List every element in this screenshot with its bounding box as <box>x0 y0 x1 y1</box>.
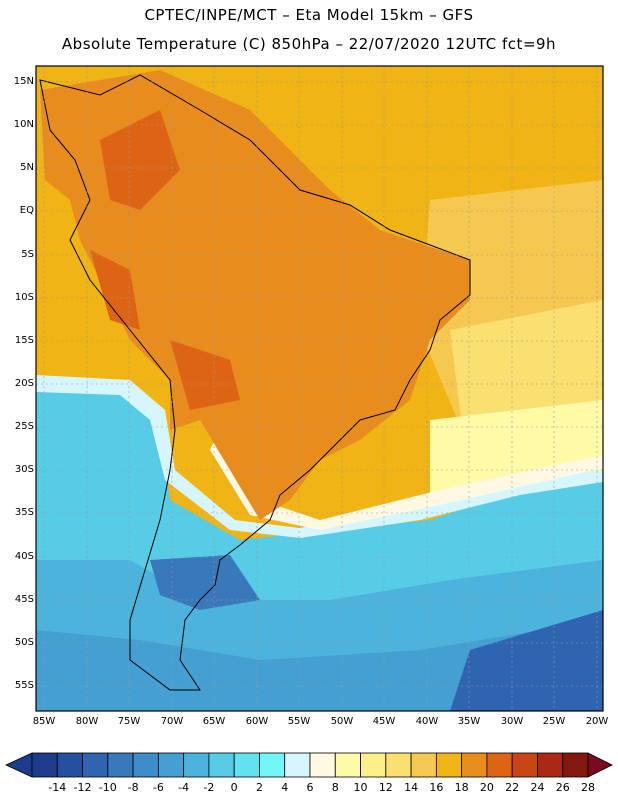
lon-label: 35W <box>457 716 481 727</box>
lon-label: 45W <box>372 716 396 727</box>
coastline <box>39 74 471 691</box>
colorbar-bin <box>107 752 134 778</box>
lon-label: 70W <box>160 716 184 727</box>
colorbar-tick-label: -2 <box>203 781 215 794</box>
colorbar-bin <box>284 752 311 778</box>
lon-label: 40W <box>415 716 439 727</box>
colorbar-bin <box>82 752 109 778</box>
title-line-1: CPTEC/INPE/MCT – Eta Model 15km – GFS <box>144 6 474 24</box>
colorbar-tick-label: 2 <box>255 781 263 794</box>
lat-label: 10S <box>14 292 34 303</box>
colorbar <box>5 752 613 778</box>
colorbar-bin <box>537 752 564 778</box>
colorbar-tick-label: 4 <box>281 781 289 794</box>
colorbar-tick-label: 28 <box>581 781 595 794</box>
lon-label: 55W <box>287 716 311 727</box>
colorbar-tick-label: -6 <box>152 781 164 794</box>
lon-label: 20W <box>585 716 609 727</box>
lon-label: 60W <box>245 716 269 727</box>
lon-label: 85W <box>32 716 56 727</box>
colorbar-tick-label: 10 <box>353 781 368 794</box>
field-warm-front <box>210 430 603 530</box>
lat-label: 30S <box>14 464 34 475</box>
colorbar-tick-label: -12 <box>73 781 92 794</box>
lon-label: 75W <box>117 716 141 727</box>
colorbar-bin <box>56 752 83 778</box>
lat-label: EQ <box>19 205 34 216</box>
colorbar-bin <box>410 752 437 778</box>
colorbar-tick-label: -10 <box>98 781 117 794</box>
colorbar-tick-label: 26 <box>555 781 570 794</box>
colorbar-tick-label: 12 <box>378 781 393 794</box>
colorbar-bin <box>511 752 538 778</box>
lat-label: 50S <box>14 637 34 648</box>
lon-label: 25W <box>542 716 566 727</box>
lat-label: 5N <box>20 162 34 173</box>
lat-label: 15S <box>14 335 34 346</box>
colorbar-tick-label: -4 <box>178 781 190 794</box>
colorbar-tick-label: 8 <box>331 781 339 794</box>
colorbar-tick-label: 22 <box>505 781 520 794</box>
title-line-2: Absolute Temperature (C) 850hPa – 22/07/… <box>61 35 557 53</box>
colorbar-bin <box>157 752 185 778</box>
colorbar-bin <box>385 752 412 778</box>
colorbar-bin <box>132 752 159 778</box>
field-hot-spots <box>90 110 240 410</box>
colorbar-bin <box>183 752 210 778</box>
map-frame <box>35 65 604 712</box>
colorbar-bin <box>208 752 235 778</box>
lon-label: 65W <box>202 716 226 727</box>
colorbar-arrow-left <box>5 752 33 778</box>
lon-label: 30W <box>500 716 524 727</box>
colorbar-tick-label: 24 <box>530 781 545 794</box>
colorbar-tick-label: 6 <box>306 781 314 794</box>
lon-label: 50W <box>330 716 354 727</box>
colorbar-tick-label: 0 <box>230 781 238 794</box>
field-coldest-se <box>450 610 603 711</box>
colorbar-bin <box>31 752 58 778</box>
colorbar-tick-label: 16 <box>429 781 444 794</box>
colorbar-tick-label: 18 <box>454 781 469 794</box>
colorbar-tick-label: -8 <box>127 781 139 794</box>
colorbar-arrow-right <box>587 752 613 778</box>
lat-label: 40S <box>14 551 34 562</box>
colorbar-bin <box>562 752 589 778</box>
field-cold-core <box>150 555 260 610</box>
lat-label: 20S <box>14 378 34 389</box>
colorbar-bin <box>259 752 286 778</box>
colorbar-bin <box>360 752 387 778</box>
lon-label: 80W <box>75 716 99 727</box>
colorbar-tick-label: 20 <box>479 781 494 794</box>
colorbar-tick-label: 14 <box>404 781 419 794</box>
colorbar-bin <box>461 752 488 778</box>
colorbar-bin <box>435 752 463 778</box>
colorbar-bin <box>334 752 361 778</box>
lat-label: 15N <box>13 76 34 87</box>
lat-label: 35S <box>14 507 34 518</box>
colorbar-bin <box>486 752 513 778</box>
lat-label: 25S <box>14 421 34 432</box>
colorbar-bin <box>309 752 336 778</box>
lat-label: 45S <box>14 594 34 605</box>
lat-label: 55S <box>14 680 34 691</box>
lat-label: 5S <box>21 249 34 260</box>
lat-label: 10N <box>13 119 34 130</box>
colorbar-bin <box>233 752 260 778</box>
colorbar-tick-label: -14 <box>48 781 67 794</box>
